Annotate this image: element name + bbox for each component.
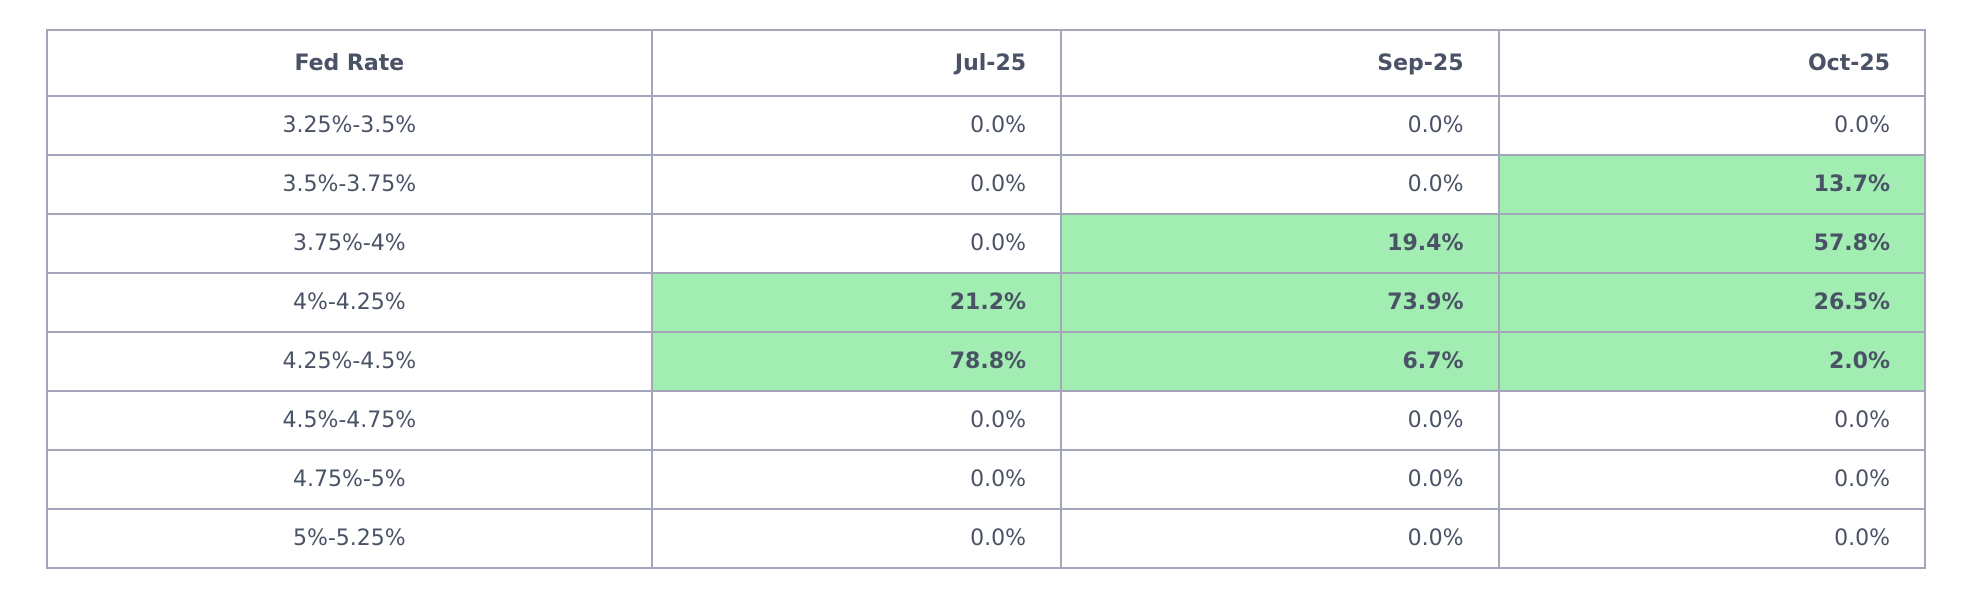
table-row: 4%-4.25% 21.2% 73.9% 26.5% (46, 272, 1927, 333)
rate-cell: 5%-5.25% (46, 508, 653, 569)
rate-cell: 4.25%-4.5% (46, 331, 653, 392)
probability-cell: 0.0% (1060, 390, 1500, 451)
table-row: 3.25%-3.5% 0.0% 0.0% 0.0% (46, 95, 1927, 156)
table-row: 4.5%-4.75% 0.0% 0.0% 0.0% (46, 390, 1927, 451)
probability-cell: 2.0% (1497, 331, 1927, 392)
probability-cell: 78.8% (650, 331, 1063, 392)
probability-cell: 0.0% (1060, 154, 1500, 215)
probability-cell: 57.8% (1497, 213, 1927, 274)
probability-cell: 0.0% (1497, 508, 1927, 569)
table-row: 3.75%-4% 0.0% 19.4% 57.8% (46, 213, 1927, 274)
probability-cell: 0.0% (650, 95, 1063, 156)
rate-table: Fed Rate Jul-25 Sep-25 Oct-25 3.25%-3.5% 0.0… (46, 29, 1927, 569)
probability-cell: 0.0% (650, 449, 1063, 510)
probability-cell: 0.0% (1497, 390, 1927, 451)
probability-cell: 21.2% (650, 272, 1063, 333)
probability-cell: 0.0% (1497, 95, 1927, 156)
rate-cell: 4.5%-4.75% (46, 390, 653, 451)
probability-cell: 0.0% (1497, 449, 1927, 510)
probability-cell: 0.0% (650, 390, 1063, 451)
probability-cell: 0.0% (650, 508, 1063, 569)
probability-cell: 6.7% (1060, 331, 1500, 392)
rate-cell: 3.5%-3.75% (46, 154, 653, 215)
table-row: 4.25%-4.5% 78.8% 6.7% 2.0% (46, 331, 1927, 392)
probability-cell: 26.5% (1497, 272, 1927, 333)
probability-cell: 13.7% (1497, 154, 1927, 215)
rate-cell: 3.75%-4% (46, 213, 653, 274)
rate-cell: 3.25%-3.5% (46, 95, 653, 156)
header-cell: Sep-25 (1060, 29, 1500, 97)
probability-cell: 0.0% (650, 213, 1063, 274)
probability-cell: 0.0% (1060, 508, 1500, 569)
rate-cell: 4.75%-5% (46, 449, 653, 510)
header-cell: Jul-25 (650, 29, 1063, 97)
probability-cell: 19.4% (1060, 213, 1500, 274)
probability-cell: 0.0% (1060, 95, 1500, 156)
table-row: 5%-5.25% 0.0% 0.0% 0.0% (46, 508, 1927, 569)
probability-cell: 0.0% (650, 154, 1063, 215)
header-cell: Oct-25 (1497, 29, 1927, 97)
header-cell: Fed Rate (46, 29, 653, 97)
table-row: 4.75%-5% 0.0% 0.0% 0.0% (46, 449, 1927, 510)
probability-cell: 73.9% (1060, 272, 1500, 333)
probability-cell: 0.0% (1060, 449, 1500, 510)
table-row: 3.5%-3.75% 0.0% 0.0% 13.7% (46, 154, 1927, 215)
rate-cell: 4%-4.25% (46, 272, 653, 333)
header-row: Fed Rate Jul-25 Sep-25 Oct-25 (46, 29, 1927, 97)
